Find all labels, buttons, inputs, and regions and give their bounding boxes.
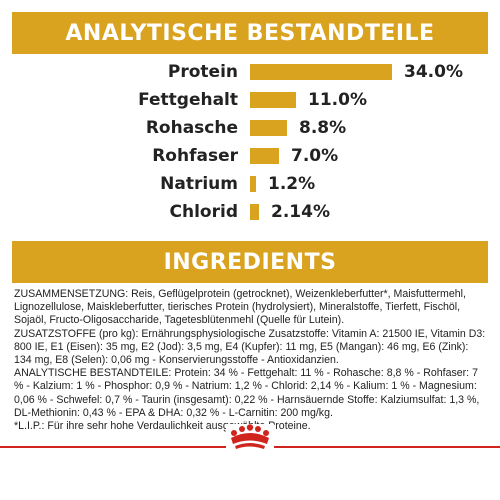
nutrient-row: Protein 34.0% [0, 60, 500, 84]
ingredients-text: ZUSAMMENSETZUNG: Reis, Geflügelprotein (… [14, 288, 488, 433]
nutrient-label: Fettgehalt [138, 90, 238, 110]
nutrient-value: 34.0% [404, 62, 463, 82]
ingredients-section-title: INGREDIENTS [12, 241, 488, 283]
nutrient-value: 7.0% [291, 146, 339, 166]
nutrient-bar [250, 204, 259, 220]
composition-paragraph: ZUSAMMENSETZUNG: Reis, Geflügelprotein (… [14, 288, 466, 327]
analytic-section-title: ANALYTISCHE BESTANDTEILE [12, 12, 488, 54]
nutrient-row: Rohfaser 7.0% [0, 144, 500, 168]
nutrient-bar [250, 92, 296, 108]
nutrient-row: Chlorid 2.14% [0, 200, 500, 224]
nutrient-bar [250, 148, 279, 164]
nutrient-bar [250, 64, 392, 80]
nutrient-value: 11.0% [308, 90, 367, 110]
nutrient-label: Rohfaser [152, 146, 238, 166]
nutrient-value: 8.8% [299, 118, 347, 138]
nutrient-label: Chlorid [169, 202, 238, 222]
additives-paragraph: ZUSATZSTOFFE (pro kg): Ernährungsphysiol… [14, 327, 486, 367]
nutrient-label: Natrium [160, 174, 238, 194]
nutrient-row: Natrium 1.2% [0, 172, 500, 196]
nutrient-label: Protein [167, 62, 238, 82]
nutrient-row: Fettgehalt 11.0% [0, 88, 500, 112]
nutrient-bar [250, 120, 287, 136]
nutrient-bar [250, 176, 256, 192]
analytic-paragraph: ANALYTISCHE BESTANDTEILE: Protein: 34 % … [14, 367, 480, 419]
nutrient-value: 2.14% [271, 202, 330, 222]
royal-canin-crown-icon [226, 424, 274, 452]
nutrient-row: Rohasche 8.8% [0, 116, 500, 140]
nutrient-label: Rohasche [145, 118, 238, 138]
nutrient-value: 1.2% [268, 174, 316, 194]
